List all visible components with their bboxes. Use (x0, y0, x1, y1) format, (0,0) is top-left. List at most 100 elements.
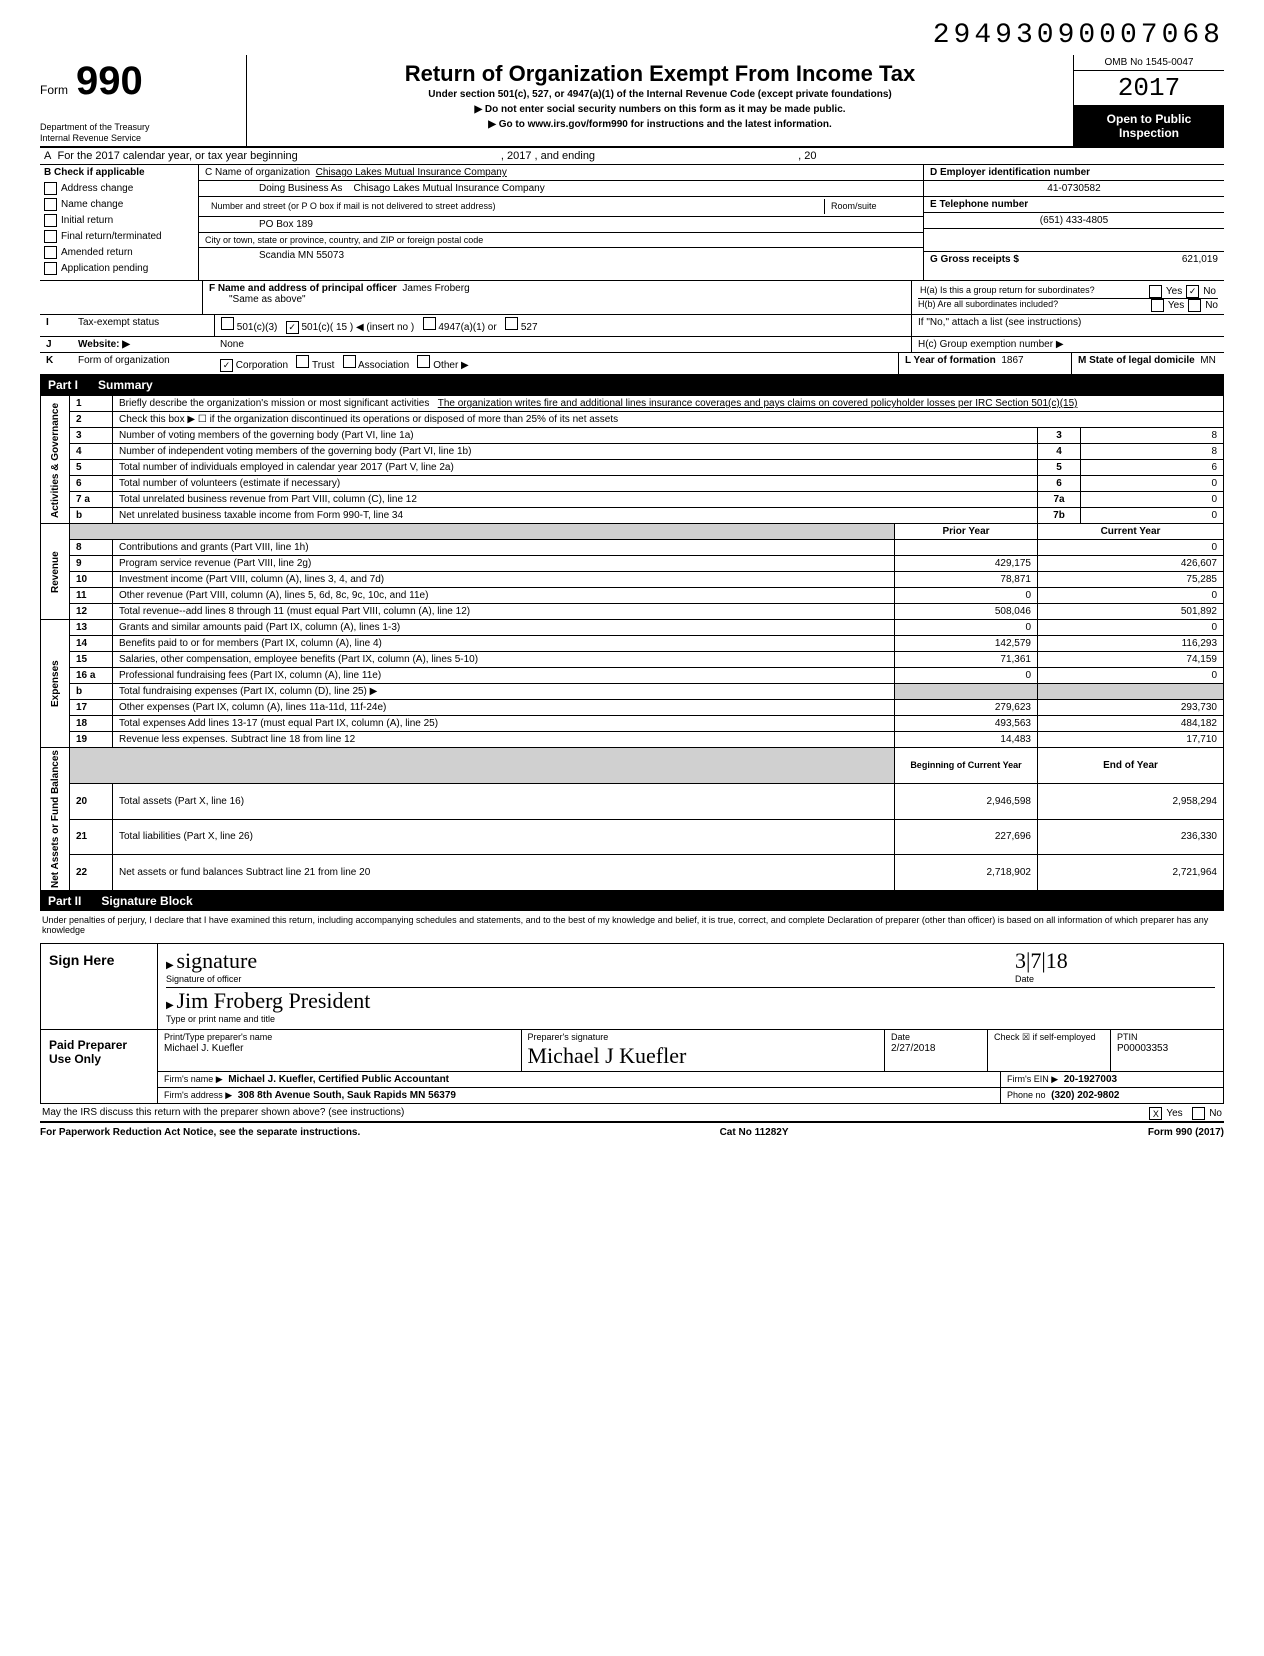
street-value: PO Box 189 (259, 219, 313, 230)
chk-other[interactable] (417, 355, 430, 368)
d-label: D Employer identification number (930, 167, 1090, 178)
hb-label: H(b) Are all subordinates included? (918, 299, 1058, 309)
c-name-label: C Name of organization (205, 167, 310, 178)
chk-4947[interactable] (423, 317, 436, 330)
chk-address[interactable] (44, 182, 57, 195)
sign-date: 3|7|18 (1015, 948, 1068, 973)
preparer-date: 2/27/2018 (891, 1043, 936, 1054)
mission-text: The organization writes fire and additio… (438, 398, 1078, 409)
top-stamp: 29493090007068 (40, 20, 1224, 51)
m-label: M State of legal domicile (1078, 355, 1195, 366)
sign-here-label: Sign Here (41, 944, 158, 1029)
room-label: Room/suite (831, 201, 877, 211)
chk-501c[interactable]: ✓ (286, 321, 299, 334)
dba-value: Chisago Lakes Mutual Insurance Company (354, 183, 545, 194)
hb-yes[interactable] (1151, 299, 1164, 312)
chk-initial[interactable] (44, 214, 57, 227)
firm-address: 308 8th Avenue South, Sauk Rapids MN 563… (238, 1090, 456, 1101)
i-label: Tax-exempt status (72, 315, 215, 336)
row-k: K Form of organization ✓ Corporation Tru… (40, 353, 1224, 375)
paid-preparer-label: Paid Preparer Use Only (41, 1030, 158, 1103)
org-name: Chisago Lakes Mutual Insurance Company (316, 167, 507, 178)
firm-phone: (320) 202-9802 (1051, 1090, 1119, 1101)
j-label: Website: ▶ (78, 339, 130, 350)
officer-name: James Froberg (402, 283, 469, 294)
side-expenses: Expenses (41, 620, 70, 748)
discuss-no[interactable] (1192, 1107, 1205, 1120)
side-revenue: Revenue (41, 524, 70, 620)
firm-name: Michael J. Kuefler, Certified Public Acc… (228, 1074, 449, 1085)
chk-corp[interactable]: ✓ (220, 359, 233, 372)
street-label: Number and street (or P O box if mail is… (211, 201, 495, 211)
open-public-2: Inspection (1076, 126, 1222, 140)
line1-text: Briefly describe the organization's miss… (119, 398, 429, 409)
city-value: Scandia MN 55073 (259, 250, 344, 261)
chk-pending[interactable] (44, 262, 57, 275)
discuss-yes[interactable]: X (1149, 1107, 1162, 1120)
city-label: City or town, state or province, country… (205, 235, 483, 245)
ssn-note: ▶ Do not enter social security numbers o… (257, 104, 1063, 115)
ha-no[interactable]: ✓ (1186, 285, 1199, 298)
firm-ein: 20-1927003 (1064, 1074, 1117, 1085)
dba-label: Doing Business As (259, 183, 342, 194)
website-value: None (214, 337, 911, 352)
chk-527[interactable] (505, 317, 518, 330)
section-bcde: B Check if applicable Address change Nam… (40, 165, 1224, 281)
form-title: Return of Organization Exempt From Incom… (257, 61, 1063, 87)
ein-value: 41-0730582 (1047, 183, 1100, 194)
tax-year: 2017 (1074, 71, 1224, 106)
omb-number: OMB No 1545-0047 (1074, 55, 1224, 71)
form-number: 990 (76, 59, 143, 104)
year-formation: 1867 (1001, 355, 1023, 366)
e-label: E Telephone number (930, 199, 1028, 210)
chk-assoc[interactable] (343, 355, 356, 368)
col-c: C Name of organization Chisago Lakes Mut… (199, 165, 924, 280)
state-domicile: MN (1200, 355, 1216, 366)
form-label: Form (40, 83, 68, 97)
part-i-header: Part I Summary (40, 375, 1224, 395)
footer-form: Form 990 (2017) (1148, 1127, 1224, 1138)
officer-name-title: Jim Froberg President (176, 988, 370, 1013)
form-header: Form 990 Department of the Treasury Inte… (40, 55, 1224, 148)
f-label: F Name and address of principal officer (209, 283, 397, 294)
chk-final[interactable] (44, 230, 57, 243)
officer-addr: "Same as above" (209, 294, 905, 305)
ha-label: H(a) Is this a group return for subordin… (920, 285, 1095, 295)
line2-text: Check this box ▶ ☐ if the organization d… (113, 412, 1224, 428)
chk-501c3[interactable] (221, 317, 234, 330)
hc-label: H(c) Group exemption number ▶ (911, 337, 1224, 352)
ptin-value: P00003353 (1117, 1043, 1168, 1054)
row-a: A For the 2017 calendar year, or tax yea… (40, 148, 1224, 165)
preparer-name: Michael J. Kuefler (164, 1043, 243, 1054)
phone-value: (651) 433-4805 (1040, 215, 1108, 226)
g-label: G Gross receipts $ (930, 254, 1019, 265)
irs-discuss-row: May the IRS discuss this return with the… (40, 1104, 1224, 1123)
chk-name[interactable] (44, 198, 57, 211)
hb-note: If "No," attach a list (see instructions… (911, 315, 1224, 336)
k-label: Form of organization (72, 353, 214, 374)
website-note: ▶ Go to www.irs.gov/form990 for instruct… (257, 119, 1063, 130)
row-f-h: F Name and address of principal officer … (40, 281, 1224, 315)
gross-receipts: 621,019 (1182, 254, 1218, 265)
dept-treasury: Department of the Treasury (40, 122, 240, 133)
l-label: L Year of formation (905, 355, 996, 366)
preparer-signature: Michael J Kuefler (528, 1043, 687, 1068)
row-i: I Tax-exempt status 501(c)(3) ✓ 501(c)( … (40, 315, 1224, 337)
dept-irs: Internal Revenue Service (40, 133, 240, 144)
footer-left: For Paperwork Reduction Act Notice, see … (40, 1127, 360, 1138)
chk-amended[interactable] (44, 246, 57, 259)
side-net-assets: Net Assets or Fund Balances (41, 748, 70, 891)
open-public-1: Open to Public (1076, 112, 1222, 126)
chk-trust[interactable] (296, 355, 309, 368)
col-deg: D Employer identification number 41-0730… (924, 165, 1224, 280)
footer-cat: Cat No 11282Y (720, 1127, 789, 1138)
self-employed-check: Check ☒ if self-employed (994, 1032, 1096, 1042)
ha-yes[interactable] (1149, 285, 1162, 298)
officer-signature: signature (176, 948, 257, 973)
row-j: J Website: ▶ None H(c) Group exemption n… (40, 337, 1224, 353)
footer: For Paperwork Reduction Act Notice, see … (40, 1123, 1224, 1142)
col-b: B Check if applicable Address change Nam… (40, 165, 199, 280)
side-governance: Activities & Governance (41, 396, 70, 524)
form-subtitle: Under section 501(c), 527, or 4947(a)(1)… (257, 89, 1063, 100)
hb-no[interactable] (1188, 299, 1201, 312)
